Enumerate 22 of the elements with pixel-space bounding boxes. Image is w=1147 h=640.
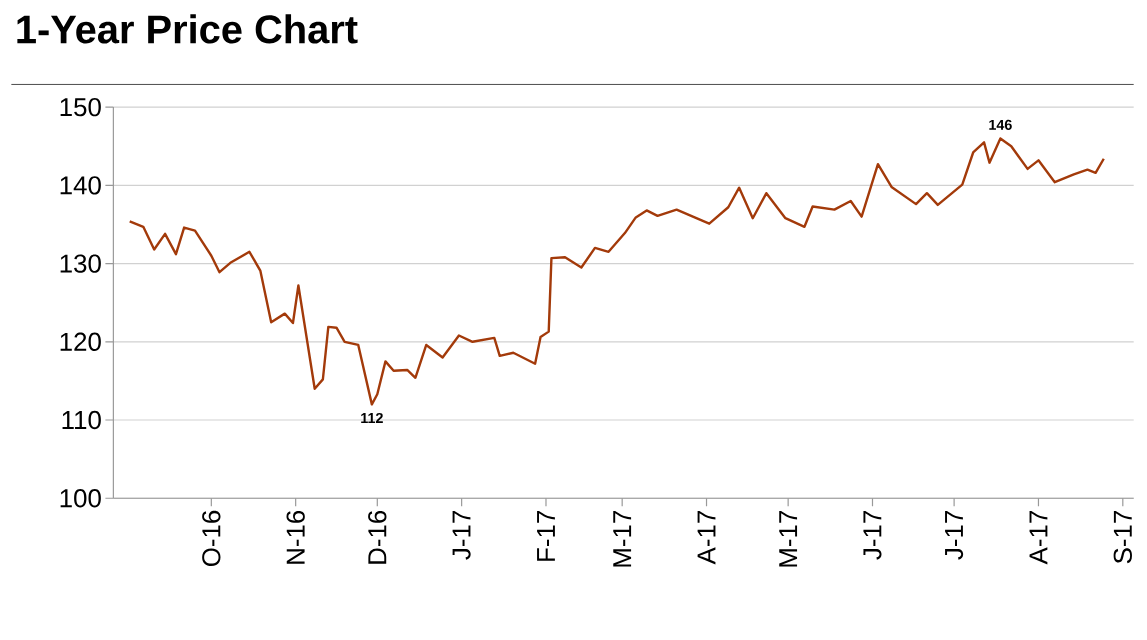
annotation: 112 xyxy=(361,412,383,423)
x-tick-label: M-17 xyxy=(779,511,798,567)
x-tick-label: S-17 xyxy=(1113,511,1132,564)
y-tick-label: 150 xyxy=(60,97,101,117)
x-tick-label: N-16 xyxy=(286,510,305,564)
x-tick-label: A-17 xyxy=(1029,511,1048,565)
x-tick-label: F-17 xyxy=(537,511,555,561)
x-tick-label: A-17 xyxy=(697,511,716,565)
x-tick-label: M-17 xyxy=(613,511,632,567)
x-tick-label: J-17 xyxy=(452,511,471,560)
x-tick-label: J-17 xyxy=(945,511,964,560)
chart-title: 1-Year Price Chart xyxy=(17,14,358,44)
y-tick-label: 110 xyxy=(62,410,101,430)
x-tick-label: J-17 xyxy=(863,511,882,560)
x-tick-label: D-16 xyxy=(368,510,387,564)
line-series xyxy=(128,137,1105,406)
y-tick-label: 140 xyxy=(60,176,101,195)
y-tick-label: 100 xyxy=(60,489,101,508)
y-tick-label: 120 xyxy=(60,332,101,351)
x-tick-label: O-16 xyxy=(202,510,221,567)
annotation: 146 xyxy=(989,119,1012,130)
y-tick-label: 130 xyxy=(60,254,101,273)
